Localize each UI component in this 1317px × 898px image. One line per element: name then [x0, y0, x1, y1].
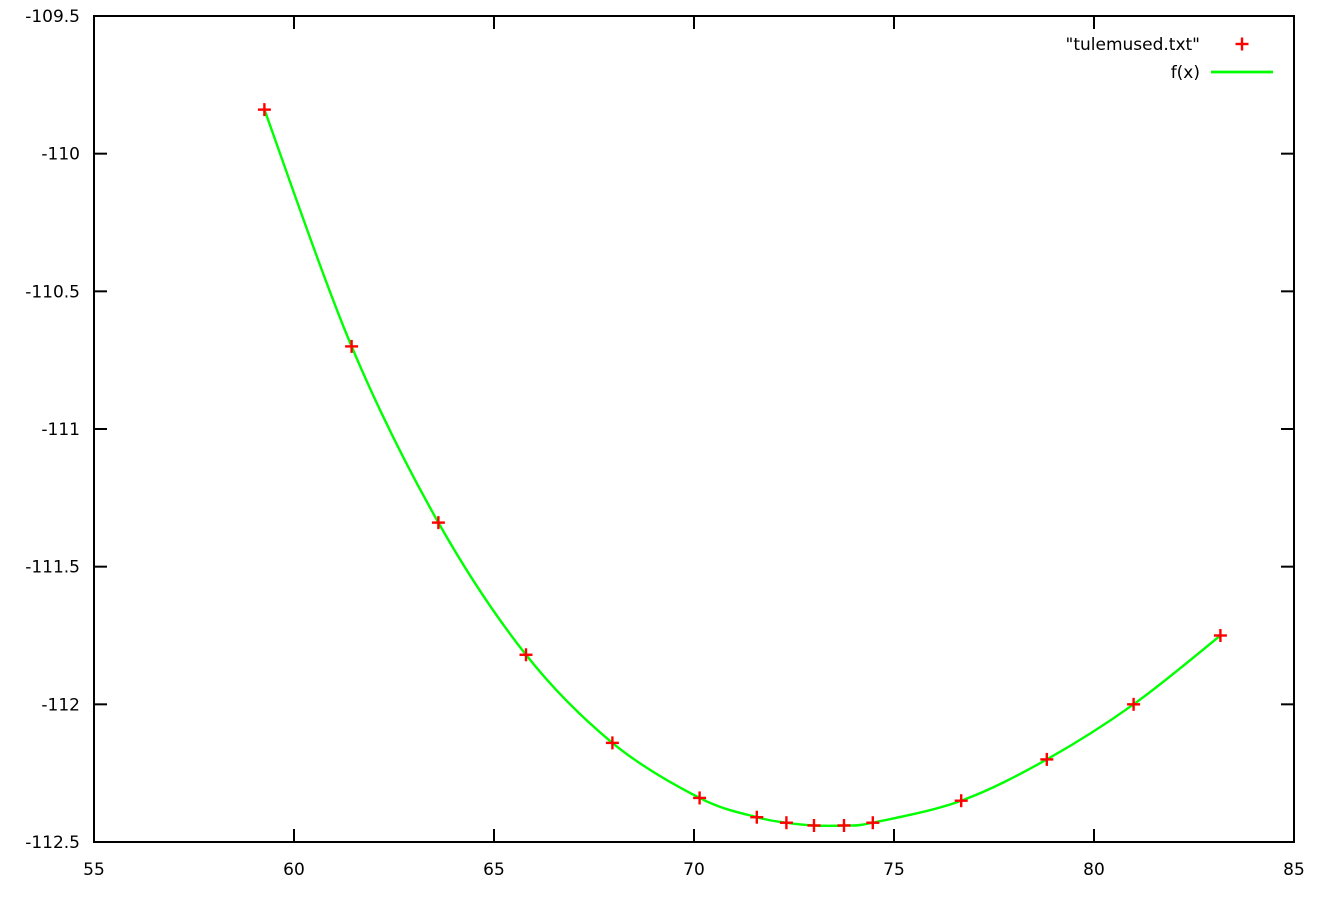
- y-tick-label: -109.5: [25, 7, 80, 27]
- x-tick-label: 55: [83, 860, 105, 880]
- y-tick-label: -112.5: [25, 833, 80, 853]
- y-tick-label: -110.5: [25, 282, 80, 302]
- legend-label: "tulemused.txt": [1066, 35, 1201, 55]
- x-tick-label: 85: [1283, 860, 1305, 880]
- y-tick-label: -111: [41, 420, 80, 440]
- y-tick-label: -110: [41, 145, 80, 165]
- y-tick-label: -111.5: [25, 558, 80, 578]
- x-tick-label: 80: [1083, 860, 1105, 880]
- x-tick-label: 70: [683, 860, 705, 880]
- x-tick-label: 65: [483, 860, 505, 880]
- x-tick-label: 60: [283, 860, 305, 880]
- legend-label: f(x): [1171, 63, 1200, 83]
- x-tick-label: 75: [883, 860, 905, 880]
- fit-curve: [263, 109, 1222, 827]
- y-tick-label: -112: [41, 695, 80, 715]
